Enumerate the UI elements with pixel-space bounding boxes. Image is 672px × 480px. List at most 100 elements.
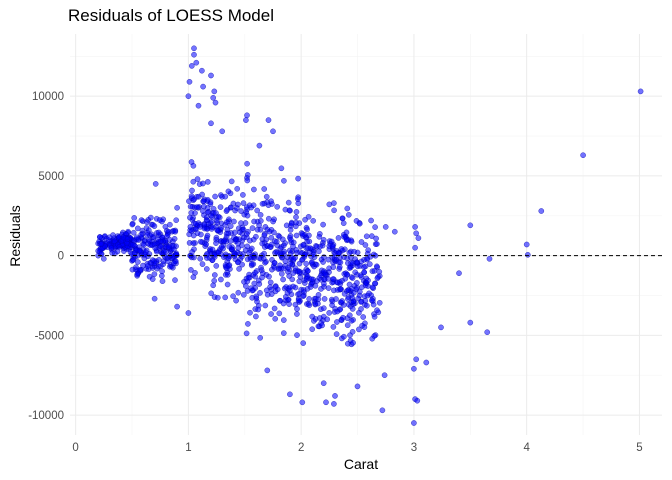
data-point (295, 200, 302, 207)
data-point (272, 283, 279, 290)
data-point (197, 224, 204, 230)
data-point (349, 306, 356, 312)
data-point (326, 265, 332, 272)
data-point (271, 305, 278, 312)
data-point (235, 289, 242, 296)
data-point (413, 356, 420, 363)
data-point (280, 317, 287, 323)
data-point (152, 181, 159, 187)
data-point (280, 276, 286, 283)
data-point (257, 226, 264, 233)
data-point (524, 251, 531, 258)
data-point (309, 259, 315, 265)
x-tick-label: 4 (523, 442, 530, 454)
data-point (414, 397, 421, 404)
data-point (324, 316, 331, 323)
data-point (280, 265, 287, 272)
data-point (320, 236, 327, 243)
data-point (310, 217, 317, 224)
data-point (235, 259, 241, 266)
data-point (326, 310, 333, 316)
data-point (348, 259, 354, 266)
data-point (227, 223, 234, 230)
data-point (340, 220, 347, 227)
data-point (208, 120, 214, 127)
data-point (294, 311, 300, 317)
data-point (311, 318, 317, 324)
data-point (204, 205, 211, 211)
data-point (281, 177, 287, 184)
data-point (240, 226, 247, 233)
data-point (172, 277, 178, 283)
data-point (239, 253, 245, 260)
data-point (152, 245, 159, 252)
data-point (321, 296, 328, 302)
data-point (208, 212, 215, 219)
data-point (345, 287, 352, 293)
data-point (120, 234, 127, 241)
data-point (287, 236, 294, 243)
x-axis-label: Carat (344, 456, 378, 472)
data-point (293, 232, 300, 239)
data-point (165, 258, 171, 265)
data-point (341, 234, 347, 240)
data-point (240, 192, 246, 198)
data-point (155, 229, 162, 236)
data-point (164, 233, 170, 239)
data-point (353, 259, 360, 266)
data-point (191, 45, 197, 52)
data-point (337, 279, 343, 285)
data-point (330, 276, 336, 282)
data-point (217, 204, 224, 210)
data-point (251, 186, 257, 193)
data-point (285, 199, 292, 206)
data-point (144, 232, 150, 238)
x-tick-label: 1 (185, 442, 191, 454)
data-point (374, 275, 381, 282)
data-point (157, 238, 164, 245)
data-point (261, 186, 268, 192)
data-point (116, 244, 123, 250)
data-point (236, 266, 242, 272)
data-point (344, 322, 351, 329)
data-point (98, 241, 104, 248)
data-point (223, 208, 230, 214)
data-point (259, 200, 266, 207)
data-point (248, 261, 255, 267)
data-point (382, 224, 389, 230)
data-point (265, 215, 272, 222)
data-point (356, 220, 363, 227)
data-point (413, 230, 420, 237)
data-point (370, 251, 377, 258)
data-point (337, 286, 344, 292)
data-point (287, 260, 294, 267)
data-point (362, 298, 369, 304)
data-point (213, 263, 220, 269)
data-point (325, 256, 332, 263)
data-point (259, 274, 265, 281)
data-point (345, 296, 351, 302)
data-point (189, 249, 195, 255)
data-point (249, 294, 256, 301)
data-point (245, 274, 252, 281)
data-point (320, 305, 327, 312)
data-point (379, 407, 386, 414)
data-point (256, 142, 263, 149)
data-point (188, 267, 194, 273)
data-point (456, 270, 462, 277)
data-point (523, 241, 530, 248)
data-point (328, 238, 335, 245)
data-point (266, 228, 273, 235)
data-point (300, 340, 307, 346)
data-point (268, 234, 275, 241)
data-point (257, 334, 264, 341)
data-point (467, 319, 474, 326)
data-point (134, 259, 141, 265)
data-point (233, 205, 240, 211)
data-point (280, 300, 287, 307)
data-point (331, 207, 337, 214)
data-point (213, 217, 220, 224)
data-point (346, 249, 353, 256)
data-point (249, 287, 256, 294)
data-point (249, 225, 256, 231)
